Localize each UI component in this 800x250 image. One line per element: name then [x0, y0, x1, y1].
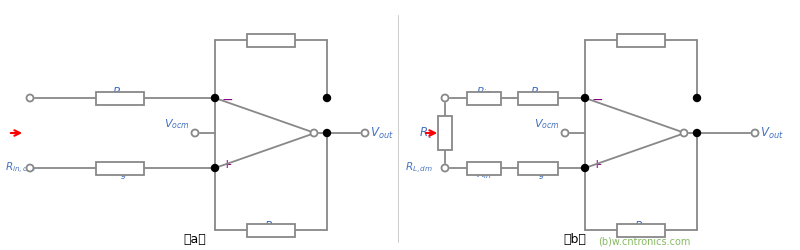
- Text: $R_f$: $R_f$: [634, 35, 648, 50]
- Circle shape: [26, 94, 34, 102]
- Text: $V_{out}$: $V_{out}$: [760, 126, 784, 140]
- Circle shape: [323, 94, 330, 102]
- Text: $R_f$: $R_f$: [264, 220, 278, 235]
- Bar: [617, 34, 665, 46]
- Text: $R_{in}$: $R_{in}$: [476, 167, 492, 181]
- Circle shape: [442, 94, 449, 102]
- Bar: [467, 162, 501, 174]
- Text: −: −: [221, 93, 233, 107]
- Bar: [518, 162, 558, 174]
- Text: （b）: （b）: [563, 233, 586, 246]
- Text: −: −: [591, 93, 603, 107]
- Text: $R_g$: $R_g$: [530, 85, 546, 102]
- Text: $V_{ocm}$: $V_{ocm}$: [164, 117, 190, 131]
- Circle shape: [694, 94, 701, 102]
- Bar: [518, 92, 558, 104]
- Circle shape: [211, 94, 218, 102]
- Bar: [467, 92, 501, 104]
- Bar: [96, 162, 144, 174]
- Circle shape: [211, 164, 218, 172]
- Circle shape: [562, 130, 569, 136]
- Bar: [96, 92, 144, 104]
- Text: +: +: [592, 158, 602, 170]
- Text: $R_{in,dm}$: $R_{in,dm}$: [5, 161, 36, 176]
- Circle shape: [310, 130, 318, 136]
- Text: $R_f$: $R_f$: [634, 220, 648, 235]
- Text: （a）: （a）: [184, 233, 206, 246]
- Text: $R_f$: $R_f$: [264, 35, 278, 50]
- Text: $R_t$: $R_t$: [419, 126, 433, 140]
- Text: $R_g$: $R_g$: [113, 164, 127, 181]
- Text: $R_g$: $R_g$: [530, 164, 546, 181]
- Circle shape: [582, 164, 589, 172]
- Text: $R_g$: $R_g$: [113, 85, 127, 102]
- Circle shape: [582, 94, 589, 102]
- Circle shape: [26, 164, 34, 172]
- Circle shape: [362, 130, 369, 136]
- Text: +: +: [222, 158, 232, 170]
- Bar: [438, 116, 452, 150]
- Text: $V_{out}$: $V_{out}$: [370, 126, 394, 140]
- Text: $V_{ocm}$: $V_{ocm}$: [534, 117, 560, 131]
- Text: $R_{L,dm}$: $R_{L,dm}$: [405, 161, 433, 176]
- Circle shape: [694, 130, 701, 136]
- Circle shape: [681, 130, 687, 136]
- Circle shape: [323, 130, 330, 136]
- Circle shape: [442, 164, 449, 172]
- Circle shape: [751, 130, 758, 136]
- Circle shape: [191, 130, 198, 136]
- Bar: [247, 34, 295, 46]
- Bar: [247, 224, 295, 236]
- Bar: [617, 224, 665, 236]
- Text: $R_{in}$: $R_{in}$: [476, 85, 492, 99]
- Text: (b)w.cntronics.com: (b)w.cntronics.com: [598, 237, 690, 247]
